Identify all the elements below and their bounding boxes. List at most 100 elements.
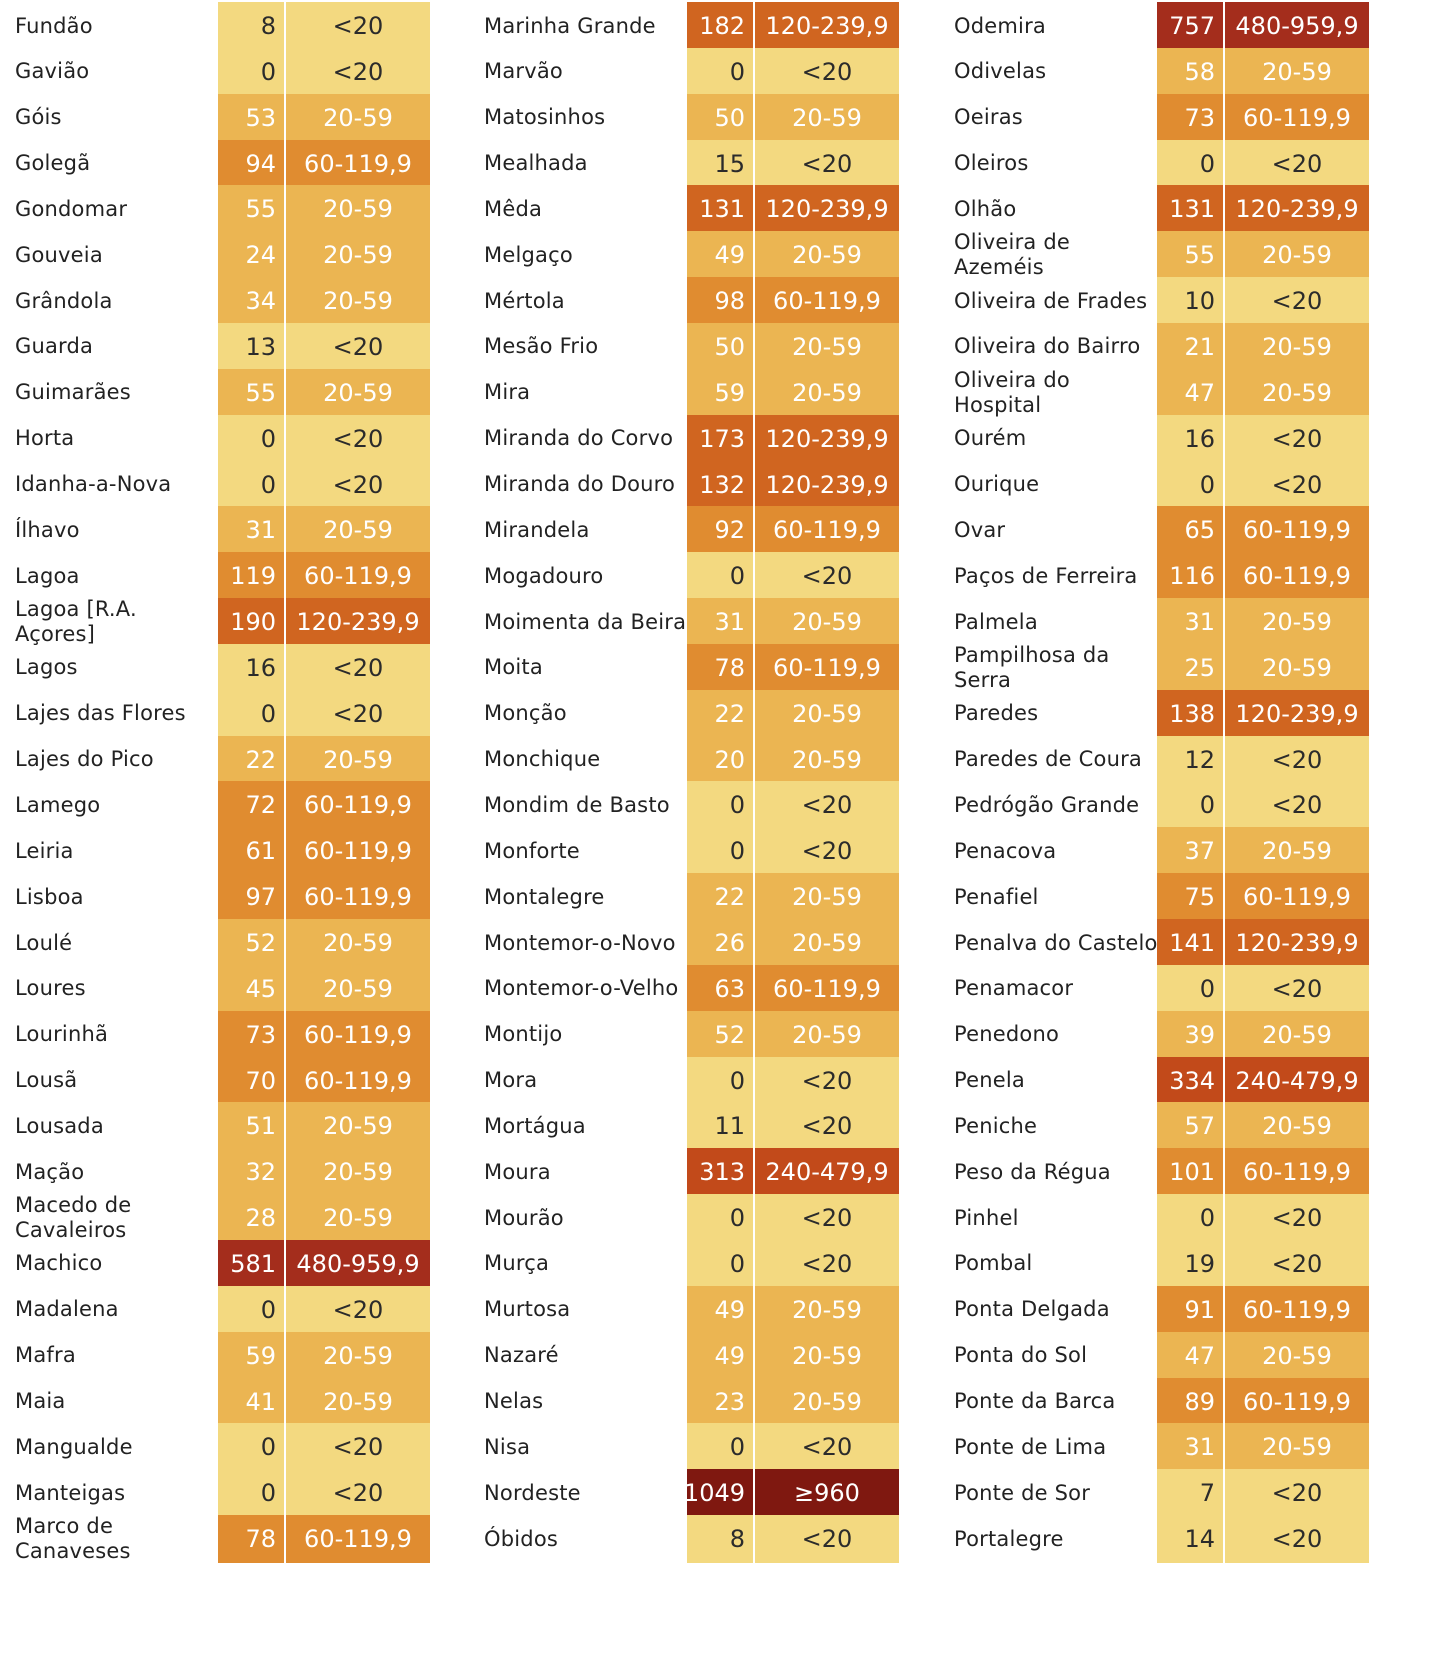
- municipality-name: Moimenta da Beira: [484, 609, 687, 634]
- incidence-class-cell: 20-59: [286, 964, 430, 1013]
- case-count-cell: 0: [687, 1239, 753, 1288]
- incidence-class-cell: 20-59: [1225, 322, 1369, 371]
- municipality-name: Montalegre: [484, 884, 605, 909]
- municipality-name: Lagoa: [15, 563, 80, 588]
- municipality-name: Peniche: [954, 1113, 1038, 1138]
- municipality-name: Mogadouro: [484, 563, 604, 588]
- case-count-cell: 73: [218, 1010, 284, 1059]
- incidence-class-cell: <20: [755, 1239, 899, 1288]
- table-row: Penalva do Castelo 141 120-239,9: [939, 919, 1379, 967]
- case-count-cell: 31: [687, 598, 753, 647]
- municipality-name: Mêda: [484, 196, 543, 221]
- case-count-cell: 0: [218, 414, 284, 463]
- table-row: Mira 59 20-59: [469, 368, 909, 417]
- incidence-class-cell: 20-59: [755, 1010, 899, 1059]
- municipality-name: Maia: [15, 1389, 66, 1413]
- table-row: Mourão 0 <20: [469, 1194, 909, 1243]
- incidence-class-cell: <20: [755, 1056, 899, 1105]
- case-count-cell: 98: [687, 277, 753, 326]
- municipality-name: Pampilhosa da Serra: [954, 642, 1110, 692]
- table-row: Moimenta da Beira 31 20-59: [469, 598, 909, 647]
- incidence-class-cell: 20-59: [755, 93, 899, 142]
- municipality-name: Paredes: [954, 701, 1039, 726]
- case-count-cell: 45: [218, 964, 284, 1013]
- case-count-cell: 0: [687, 1056, 753, 1105]
- case-count-cell: 59: [218, 1331, 284, 1380]
- case-count-cell: 49: [687, 1285, 753, 1334]
- incidence-class-cell: 20-59: [1225, 1423, 1369, 1472]
- case-count-cell: 13: [218, 322, 284, 371]
- incidence-class-cell: <20: [286, 643, 430, 692]
- incidence-class-cell: 60-119,9: [755, 277, 899, 326]
- municipality-name: Ovar: [954, 517, 1006, 542]
- table-row: Olhão 131 120-239,9: [939, 185, 1379, 234]
- table-row: Ponta do Sol 47 20-59: [939, 1331, 1379, 1380]
- case-count-cell: 24: [218, 231, 284, 280]
- case-count-cell: 0: [687, 781, 753, 830]
- municipality-name: Miranda do Douro: [484, 472, 676, 496]
- case-count-cell: 12: [1157, 735, 1223, 784]
- incidence-class-cell: 60-119,9: [1225, 873, 1369, 922]
- municipality-name: Ponte de Sor: [954, 1480, 1091, 1505]
- municipality-name: Nordeste: [484, 1480, 581, 1505]
- incidence-class-cell: 60-119,9: [1225, 552, 1369, 601]
- municipality-name: Penafiel: [954, 884, 1039, 909]
- municipality-name: Nazaré: [484, 1343, 559, 1368]
- table-row: Miranda do Corvo 173 120-239,9: [469, 414, 909, 463]
- table-row: Ourém 16 <20: [939, 414, 1379, 463]
- table-row: Lagoa 119 60-119,9: [0, 552, 440, 601]
- incidence-class-cell: <20: [286, 414, 430, 463]
- table-row: Lajes das Flores 0 <20: [0, 689, 440, 738]
- table-row: Gondomar 55 20-59: [0, 185, 440, 234]
- incidence-class-cell: 60-119,9: [1225, 1285, 1369, 1334]
- incidence-class-cell: <20: [286, 1285, 430, 1334]
- municipality-name: Lagoa [R.A. Açores]: [15, 597, 137, 647]
- municipality-name: Nelas: [484, 1389, 544, 1413]
- table-row: Mêda 131 120-239,9: [469, 185, 909, 234]
- table-row: Odemira 757 480-959,9: [939, 2, 1379, 50]
- incidence-class-cell: 20-59: [1225, 1010, 1369, 1059]
- municipality-name: Mortágua: [484, 1113, 586, 1138]
- table-row: Nelas 23 20-59: [469, 1377, 909, 1426]
- municipality-name: Macedo de Cavaleiros: [15, 1193, 132, 1243]
- case-count-cell: 0: [687, 47, 753, 96]
- table-row: Ourique 0 <20: [939, 460, 1379, 509]
- municipality-name: Oliveira do Bairro: [954, 334, 1141, 359]
- table-row: Gavião 0 <20: [0, 47, 440, 96]
- municipality-name: Mealhada: [484, 151, 588, 176]
- case-count-cell: 14: [1157, 1515, 1223, 1564]
- table-row: Mesão Frio 50 20-59: [469, 322, 909, 371]
- table-row: Ílhavo 31 20-59: [0, 506, 440, 555]
- municipality-name: Penalva do Castelo: [954, 930, 1158, 955]
- incidence-class-cell: 20-59: [286, 1102, 430, 1151]
- municipality-name: Nisa: [484, 1434, 531, 1459]
- table-row: Penedono 39 20-59: [939, 1010, 1379, 1059]
- case-count-cell: 10: [1157, 277, 1223, 326]
- case-count-cell: 7: [1157, 1469, 1223, 1518]
- case-count-cell: 23: [687, 1377, 753, 1426]
- table-row: Golegã 94 60-119,9: [0, 139, 440, 188]
- table-row: Nisa 0 <20: [469, 1423, 909, 1472]
- incidence-class-cell: 60-119,9: [1225, 1377, 1369, 1426]
- incidence-class-cell: 60-119,9: [286, 827, 430, 876]
- incidence-class-cell: <20: [755, 552, 899, 601]
- municipality-name: Oeiras: [954, 105, 1023, 130]
- table-row: Óbidos 8 <20: [469, 1515, 909, 1564]
- table-row: Oleiros 0 <20: [939, 139, 1379, 188]
- municipality-name: Portalegre: [954, 1526, 1064, 1551]
- incidence-class-cell: <20: [286, 322, 430, 371]
- table-row: Maia 41 20-59: [0, 1377, 440, 1426]
- incidence-class-cell: 20-59: [1225, 598, 1369, 647]
- table-row: Horta 0 <20: [0, 414, 440, 463]
- case-count-cell: 19: [1157, 1239, 1223, 1288]
- incidence-class-cell: 120-239,9: [1225, 689, 1369, 738]
- municipality-name: Penamacor: [954, 976, 1074, 1001]
- incidence-class-cell: 20-59: [1225, 643, 1369, 692]
- case-count-cell: 39: [1157, 1010, 1223, 1059]
- table-row: Penamacor 0 <20: [939, 964, 1379, 1013]
- table-row: Oliveira do Bairro 21 20-59: [939, 322, 1379, 371]
- case-count-cell: 31: [1157, 598, 1223, 647]
- table-row: Montalegre 22 20-59: [469, 873, 909, 922]
- incidence-class-cell: 20-59: [286, 1148, 430, 1197]
- municipality-name: Ponte da Barca: [954, 1389, 1116, 1413]
